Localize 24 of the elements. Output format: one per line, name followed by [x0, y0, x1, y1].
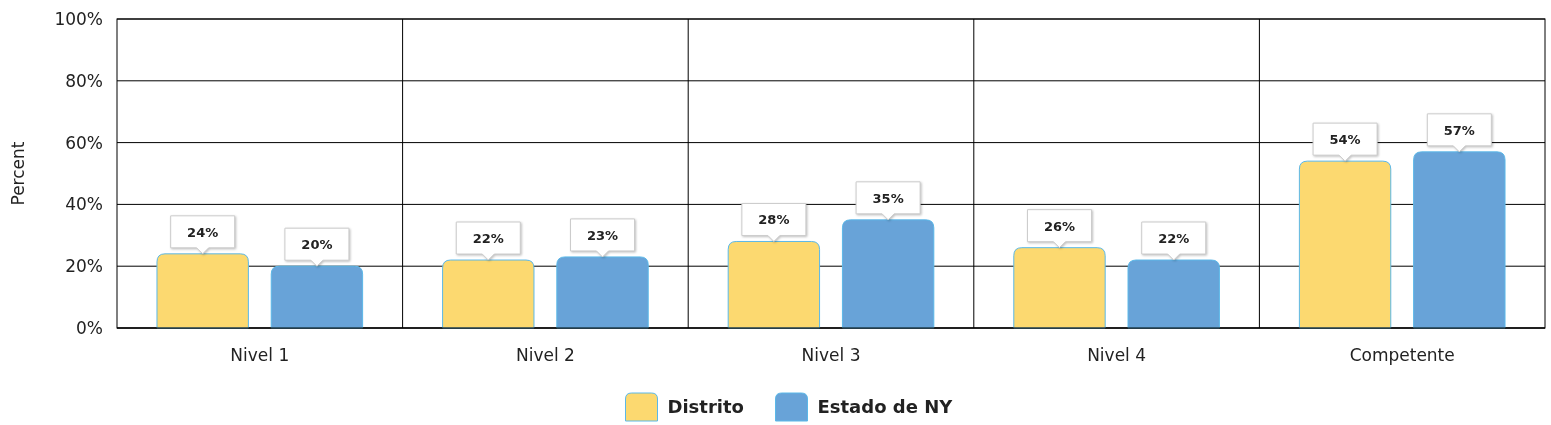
y-tick-label: 100%	[54, 9, 103, 29]
y-tick-label: 0%	[76, 318, 103, 338]
x-tick-label: Nivel 4	[1087, 345, 1147, 365]
data-label: 22%	[1158, 231, 1190, 247]
x-tick-label: Nivel 3	[801, 345, 861, 365]
legend-label: Distrito	[667, 396, 744, 417]
data-label: 57%	[1443, 122, 1475, 138]
data-label: 24%	[187, 224, 219, 240]
y-axis-title: Percent	[8, 141, 28, 206]
y-tick-label: 40%	[65, 194, 103, 215]
data-label: 26%	[1043, 218, 1076, 234]
y-tick-label: 80%	[65, 70, 103, 91]
y-tick-label: 20%	[65, 256, 103, 277]
data-label: 54%	[1329, 132, 1361, 148]
data-label: 22%	[472, 231, 504, 247]
data-label: 28%	[758, 212, 790, 228]
data-label: 20%	[301, 237, 333, 253]
data-label: 35%	[872, 190, 904, 206]
x-tick-label: Competente	[1349, 345, 1455, 365]
y-tick-label: 60%	[65, 132, 103, 153]
legend-label: Estado de NY	[817, 396, 954, 417]
x-tick-label: Nivel 1	[230, 345, 290, 365]
x-tick-label: Nivel 2	[515, 345, 575, 365]
data-label: 23%	[586, 227, 619, 243]
